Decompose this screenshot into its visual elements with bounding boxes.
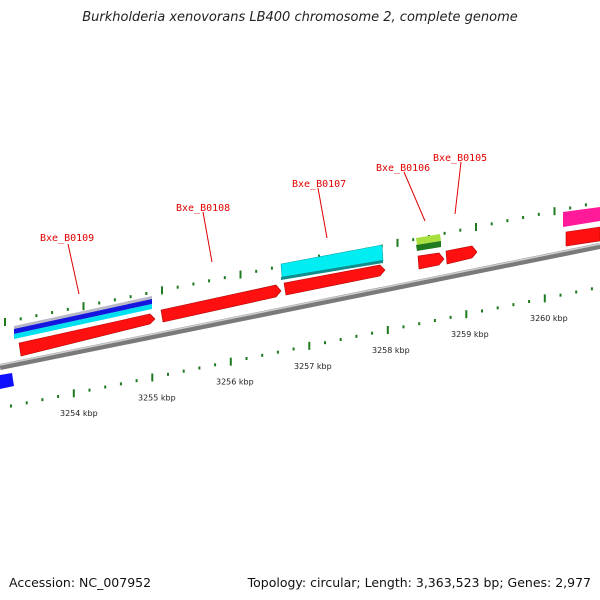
scale-label: 3256 kbp — [216, 378, 254, 387]
feature-cyan-band[interactable] — [14, 304, 152, 339]
scale-label: 3255 kbp — [138, 393, 176, 402]
cds-arrow-bxe-b0108[interactable] — [160, 284, 282, 323]
topology-summary: Topology: circular; Length: 3,363,523 bp… — [247, 575, 591, 590]
cds-arrow-bxe-b0106[interactable] — [417, 252, 445, 270]
cds-arrow-bxe-b0109[interactable] — [18, 313, 156, 357]
feature-blue-band[interactable] — [14, 299, 152, 334]
cds-arrow-right-edge[interactable] — [565, 226, 600, 247]
features — [0, 207, 600, 389]
gene-labels: Bxe_B0109 Bxe_B0108 Bxe_B0107 Bxe_B0106 … — [40, 153, 487, 295]
gene-label-bxe-b0107[interactable]: Bxe_B0107 — [292, 179, 346, 190]
scale-label: 3257 kbp — [294, 362, 332, 371]
feature-blue-left-edge[interactable] — [0, 373, 14, 389]
chromosome-backbone — [0, 243, 600, 370]
accession-text: Accession: NC_007952 — [9, 575, 152, 590]
cds-arrow-bxe-b0105[interactable] — [445, 245, 478, 265]
feature-darkgreen-bxe-b0106[interactable] — [416, 241, 441, 251]
feature-magenta-right[interactable] — [563, 207, 600, 227]
scale-label: 3260 kbp — [530, 314, 568, 323]
scale-label: 3258 kbp — [372, 346, 410, 355]
gene-label-bxe-b0109[interactable]: Bxe_B0109 — [40, 233, 94, 244]
scale-label: 3259 kbp — [451, 330, 489, 339]
gene-label-bxe-b0108[interactable]: Bxe_B0108 — [176, 203, 230, 214]
gene-label-bxe-b0106[interactable]: Bxe_B0106 — [376, 163, 430, 174]
gene-label-bxe-b0105[interactable]: Bxe_B0105 — [433, 153, 487, 164]
feature-lightgreen-bxe-b0106[interactable] — [416, 234, 441, 245]
feature-teal-strip-bxe-b0107[interactable] — [281, 260, 383, 280]
scale-track-lower — [10, 287, 593, 408]
cds-arrow-bxe-b0107[interactable] — [283, 264, 386, 296]
scale-label: 3254 kbp — [60, 409, 98, 418]
scale-labels: 3254 kbp 3255 kbp 3256 kbp 3257 kbp 3258 kbp… — [60, 314, 568, 418]
page-title: Burkholderia xenovorans LB400 chromosome… — [82, 10, 518, 25]
